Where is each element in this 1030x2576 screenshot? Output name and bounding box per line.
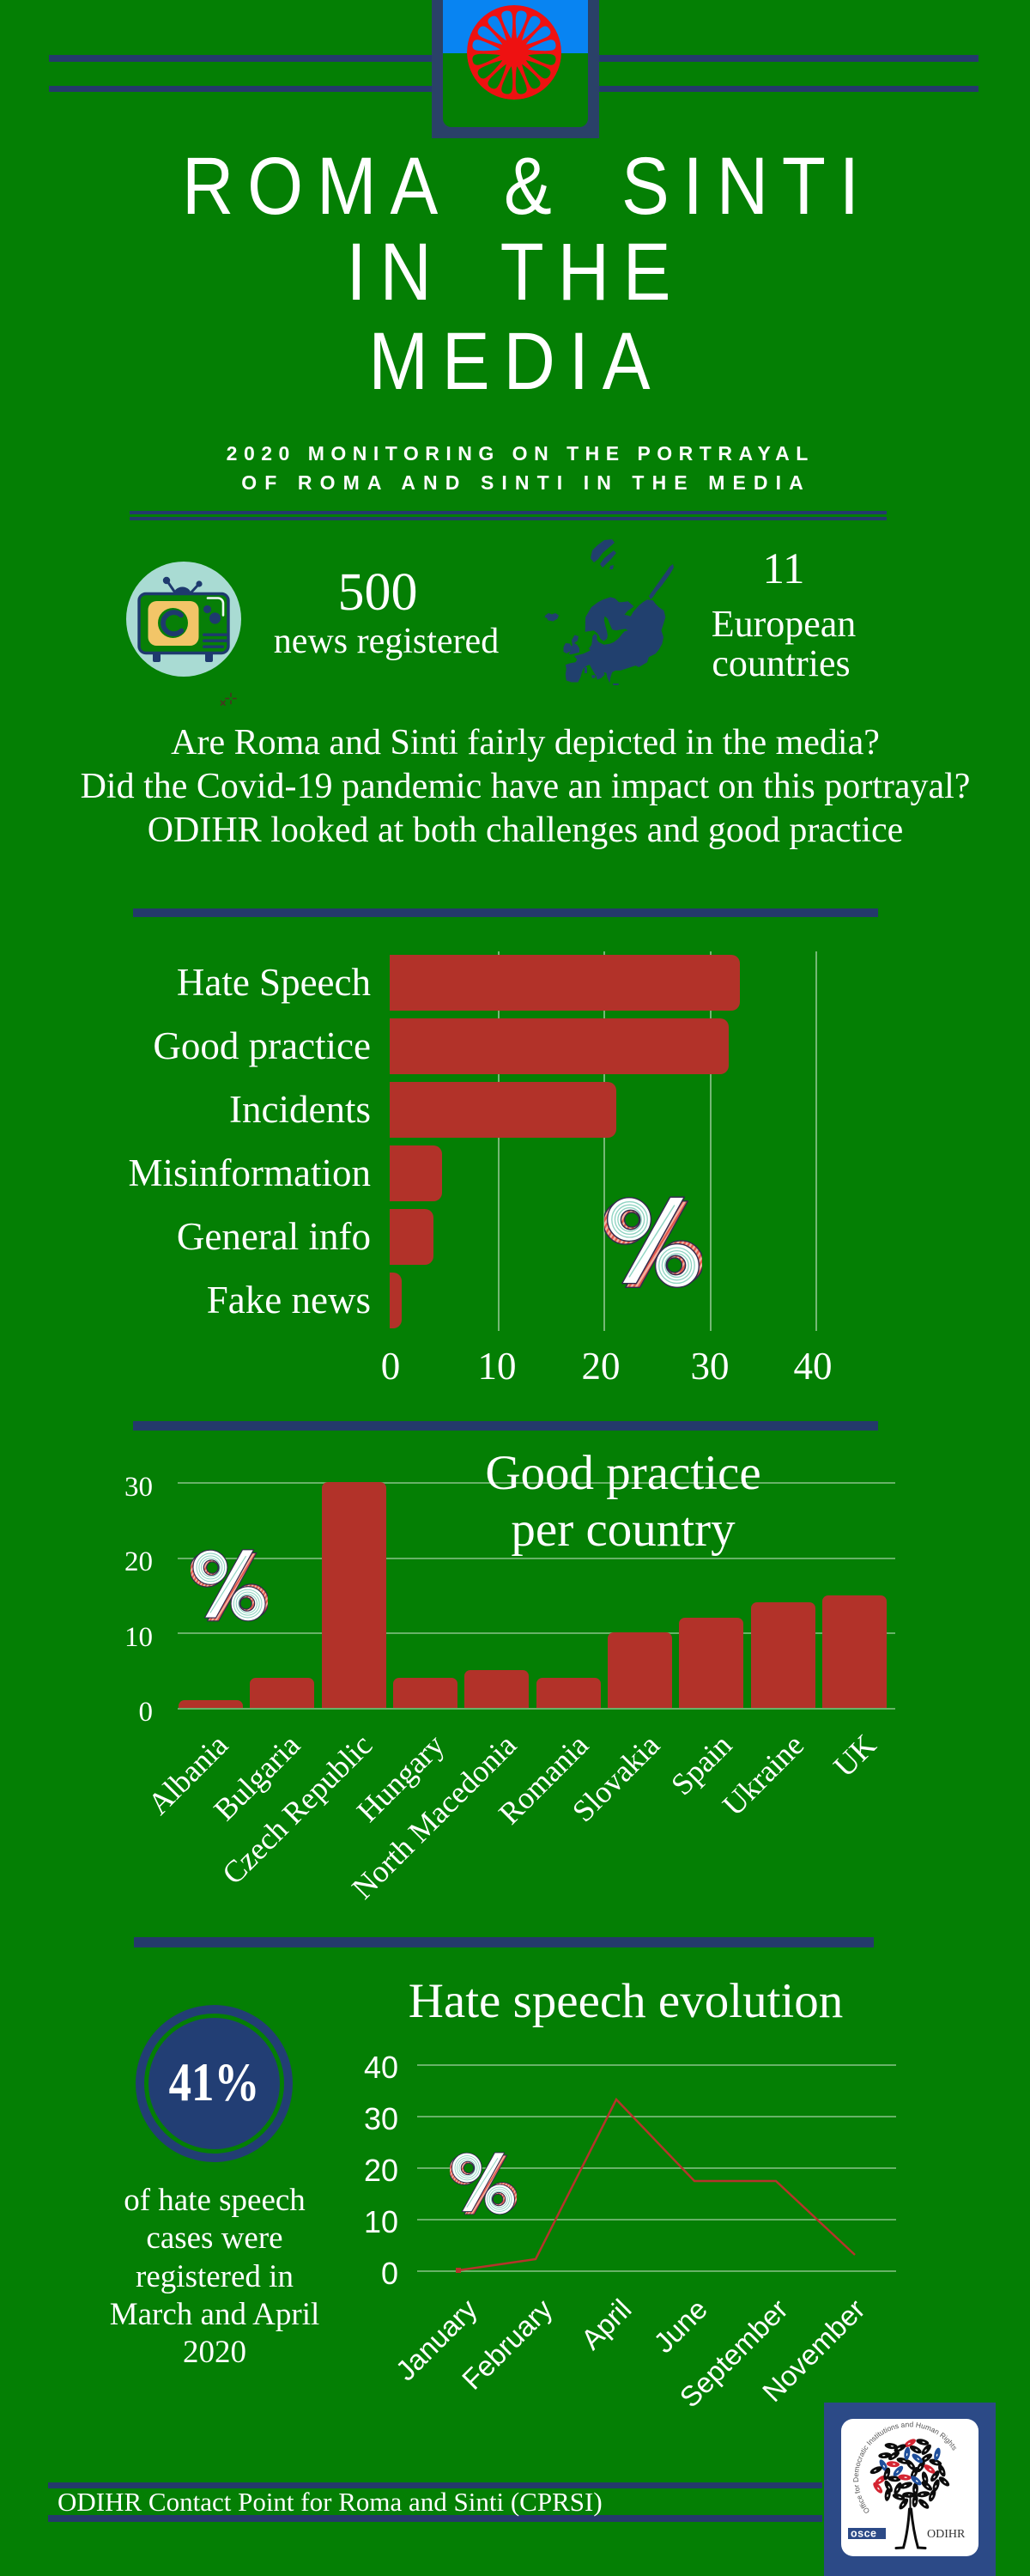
- svg-text:ODIHR: ODIHR: [927, 2528, 966, 2541]
- svg-text:osce: osce: [851, 2528, 877, 2540]
